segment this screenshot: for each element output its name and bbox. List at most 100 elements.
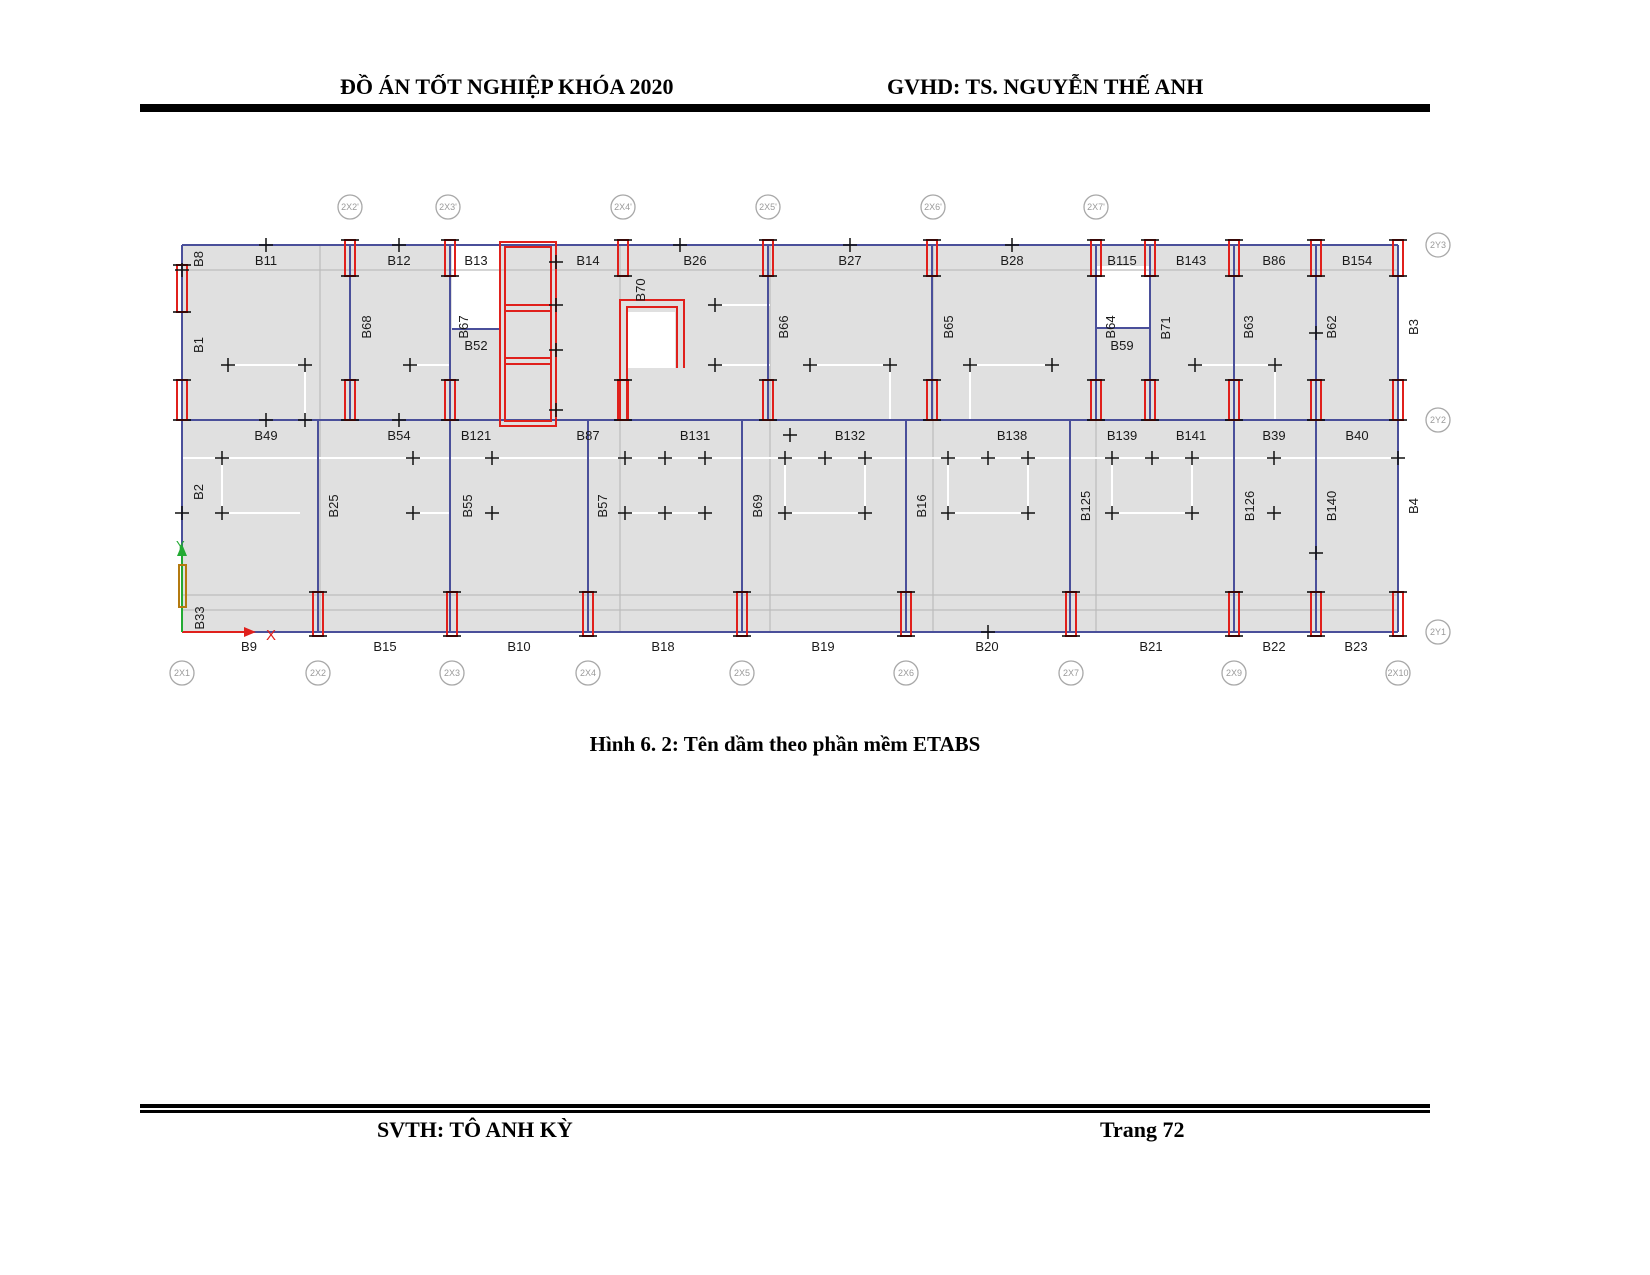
footer-page-number: Trang 72	[1100, 1117, 1185, 1142]
grid-label-bottom: 2X1	[174, 668, 190, 678]
beam-label: B121	[461, 428, 491, 443]
beam-label: B40	[1345, 428, 1368, 443]
grid-bubble-circle	[729, 660, 755, 686]
beam-label: B64	[1103, 315, 1118, 338]
beam-label: B20	[975, 639, 998, 654]
beam-label: B21	[1139, 639, 1162, 654]
beam-label: B87	[576, 428, 599, 443]
grid-bubble-circle	[1425, 407, 1451, 433]
grid-bubble-circle	[1425, 619, 1451, 645]
beam-label: B11	[255, 253, 277, 268]
joint-marks	[175, 238, 1405, 639]
beam-label: B63	[1241, 315, 1256, 338]
beam-label: B52	[464, 338, 487, 353]
beam-label: B154	[1342, 253, 1372, 268]
grid-bubble-circle	[1083, 194, 1109, 220]
beam-label: B67	[456, 315, 471, 338]
beam-label: B69	[750, 494, 765, 517]
beam-label: B139	[1107, 428, 1137, 443]
beam-label: B62	[1324, 315, 1339, 338]
grid-bubble-circle	[1385, 660, 1411, 686]
beam-label: B66	[776, 315, 791, 338]
grid-bubble-circle	[435, 194, 461, 220]
grid-label-bottom: 2X6	[898, 668, 914, 678]
grid-bubbles: 2X2' 2X3' 2X4' 2X5' 2X6' 2X7' 2X1 2X2 2X3 2X4 2X5 2…	[169, 194, 1451, 686]
beam-label: B2	[191, 484, 206, 500]
grid-bubble-circle	[1221, 660, 1247, 686]
grid-label-bottom: 2X2	[310, 668, 326, 678]
header-rule	[140, 104, 1430, 112]
beam-label: B18	[651, 639, 674, 654]
beam-label: B140	[1324, 491, 1339, 521]
beam-label: B33	[192, 606, 207, 629]
beam-label: B49	[254, 428, 277, 443]
beam-label: B15	[373, 639, 396, 654]
beam-label: B65	[941, 315, 956, 338]
grid-label-bottom: 2X7	[1063, 668, 1079, 678]
beam-label: B26	[683, 253, 706, 268]
grid-bubble-circle	[610, 194, 636, 220]
grid-bubble-circle	[1058, 660, 1084, 686]
beam-label: B138	[997, 428, 1027, 443]
beam-label: B9	[241, 639, 257, 654]
opening	[452, 245, 500, 329]
grid-label-top: 2X5'	[759, 202, 777, 212]
grid-bubble-circle	[169, 660, 195, 686]
grid-label-bottom: 2X3	[444, 668, 460, 678]
beam-labels: B8 B11 B12 B13 B14 B26 B27 B28 B115 B143 B86 B154 B4…	[191, 251, 1421, 654]
beam-label: B28	[1000, 253, 1023, 268]
beam-label: B132	[835, 428, 865, 443]
grid-bubble-circle	[337, 194, 363, 220]
grid-label-right: 2Y2	[1430, 415, 1446, 425]
beam-label: B126	[1242, 491, 1257, 521]
beam-label: B14	[576, 253, 599, 268]
columns	[173, 239, 1407, 637]
grid-label-top: 2X6'	[924, 202, 942, 212]
beam-label: B23	[1344, 639, 1367, 654]
beam-label: B4	[1406, 498, 1421, 514]
footer-rule-thick	[140, 1104, 1430, 1108]
footer-student: SVTH: TÔ ANH KỲ	[377, 1117, 573, 1142]
grid-bubble-circle	[305, 660, 331, 686]
grid-label-right: 2Y1	[1430, 627, 1446, 637]
beam-label: B27	[838, 253, 861, 268]
beam-label: B12	[387, 253, 410, 268]
beam-label: B39	[1262, 428, 1285, 443]
beam-label: B115	[1107, 253, 1136, 268]
grid-label-top: 2X7'	[1087, 202, 1105, 212]
beam-label: B86	[1262, 253, 1285, 268]
header-project-title: ĐỒ ÁN TỐT NGHIỆP KHÓA 2020	[340, 74, 674, 99]
opening	[627, 312, 675, 368]
beam-label: B141	[1176, 428, 1206, 443]
axis-x-label: X	[266, 627, 276, 644]
grid-label-right: 2Y3	[1430, 240, 1446, 250]
beam-label: B70	[633, 278, 648, 301]
beam-label: B125	[1078, 491, 1093, 521]
grid-label-top: 2X3'	[439, 202, 457, 212]
grid-label-bottom: 2X5	[734, 668, 750, 678]
beam-label: B22	[1262, 639, 1285, 654]
header-supervisor: GVHD: TS. NGUYỄN THẾ ANH	[887, 74, 1204, 99]
beam-label: B55	[460, 494, 475, 517]
beam-label: B131	[680, 428, 710, 443]
grid-label-bottom: 2X9	[1226, 668, 1242, 678]
footer-rule-thin	[140, 1110, 1430, 1113]
grid-label-top: 2X4'	[614, 202, 632, 212]
grid-bubble-circle	[755, 194, 781, 220]
core-walls	[499, 241, 685, 427]
axis-y-label: Y	[176, 538, 185, 553]
beam-label: B3	[1406, 319, 1421, 335]
figure-caption: Hình 6. 2: Tên dầm theo phần mềm ETABS	[589, 732, 981, 756]
grid-label-top: 2X2'	[341, 202, 359, 212]
grid-bubble-circle	[893, 660, 919, 686]
beam-label: B19	[811, 639, 834, 654]
beam-label: B10	[507, 639, 530, 654]
beam-label: B1	[191, 337, 206, 353]
grid-label-bottom: 2X10	[1387, 668, 1408, 678]
beam-label: B54	[387, 428, 410, 443]
grid-bubble-circle	[575, 660, 601, 686]
beam-label: B25	[326, 494, 341, 517]
beam-label: B68	[359, 315, 374, 338]
beam-label: B8	[191, 251, 206, 267]
